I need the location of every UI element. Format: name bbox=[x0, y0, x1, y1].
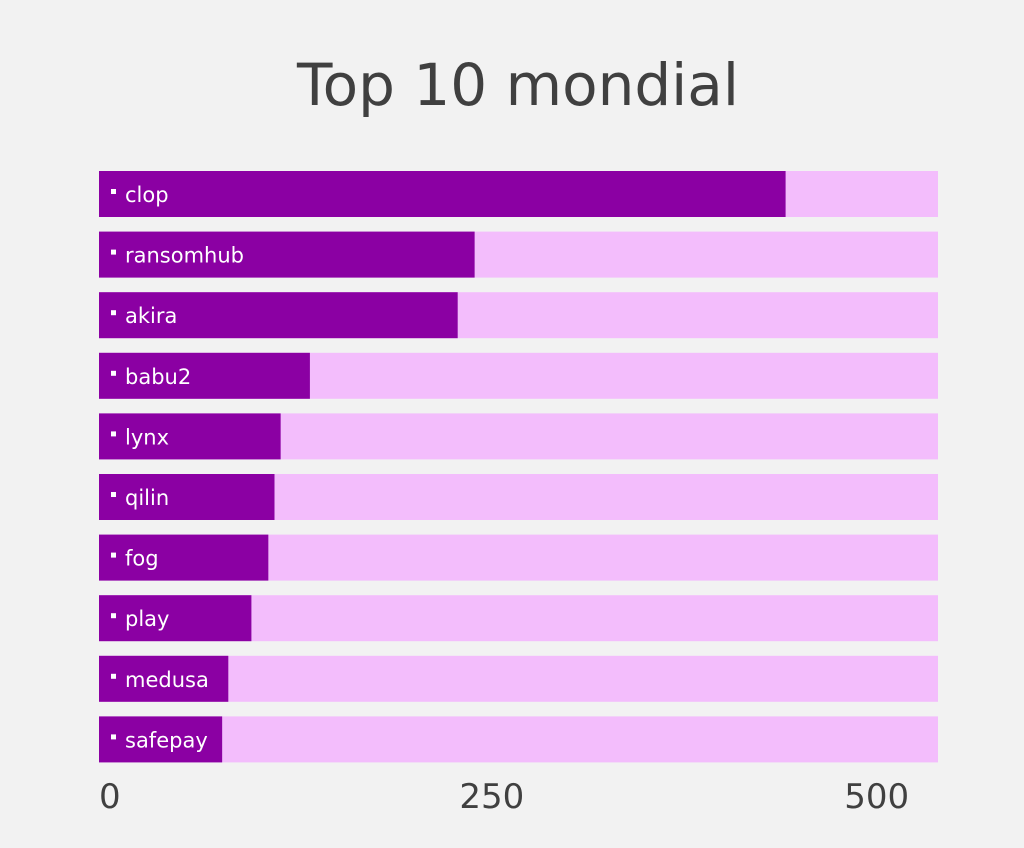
bar-akira bbox=[99, 292, 458, 339]
bar-label-clop: clop bbox=[125, 183, 169, 207]
bar-label-safepay: safepay bbox=[125, 728, 208, 752]
bar-clop bbox=[99, 171, 786, 217]
bullet-icon bbox=[111, 249, 116, 255]
bullet-icon bbox=[111, 552, 116, 558]
x-tick-label-250: 250 bbox=[459, 777, 524, 817]
bar-label-akira: akira bbox=[125, 304, 177, 328]
x-tick-label-0: 0 bbox=[99, 777, 121, 817]
bar-qilin bbox=[99, 474, 275, 520]
bullet-icon bbox=[111, 673, 116, 679]
bar-track-medusa bbox=[99, 655, 938, 702]
bars-group: clop ransomhub akira babu2 lynx qilin fog play m… bbox=[99, 171, 938, 763]
bullet-icon bbox=[111, 613, 116, 619]
bar-label-qilin: qilin bbox=[125, 486, 169, 510]
bar-label-lynx: lynx bbox=[125, 425, 169, 449]
bar-label-medusa: medusa bbox=[125, 668, 209, 692]
bar-medusa bbox=[99, 655, 229, 702]
x-axis-ticks: 0 250 500 bbox=[99, 777, 909, 817]
bar-fog bbox=[99, 534, 269, 581]
chart-title: Top 10 mondial bbox=[296, 51, 739, 119]
bar-label-play: play bbox=[125, 607, 169, 631]
bar-label-ransomhub: ransomhub bbox=[125, 244, 244, 268]
bar-safepay bbox=[99, 716, 223, 763]
x-tick-label-500: 500 bbox=[844, 777, 909, 817]
bar-play bbox=[99, 595, 252, 642]
bullet-icon bbox=[111, 189, 116, 194]
bar-label-fog: fog bbox=[125, 547, 159, 571]
bar-track-safepay bbox=[99, 716, 938, 763]
bullet-icon bbox=[111, 431, 116, 437]
bar-label-babu2: babu2 bbox=[125, 365, 191, 389]
bullet-icon bbox=[111, 492, 116, 497]
bar-lynx bbox=[99, 413, 281, 460]
bar-ransomhub bbox=[99, 231, 475, 278]
bullet-icon bbox=[111, 310, 116, 316]
bullet-icon bbox=[111, 734, 116, 740]
bar-babu2 bbox=[99, 352, 310, 399]
bullet-icon bbox=[111, 370, 116, 376]
